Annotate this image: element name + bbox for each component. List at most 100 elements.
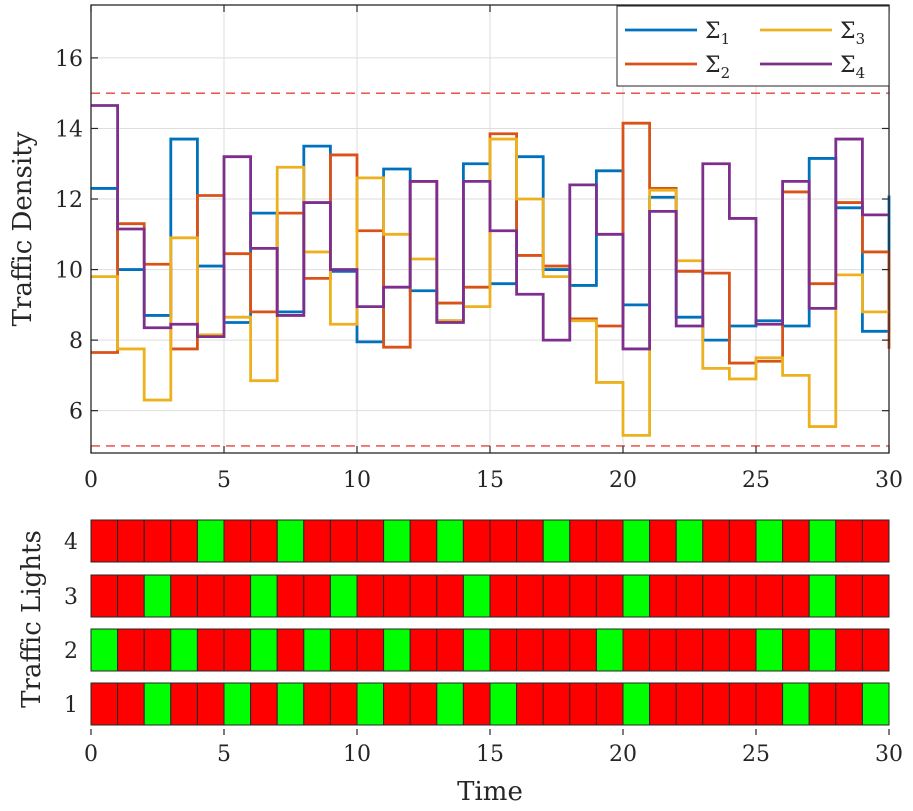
light-3-cell	[728, 574, 757, 618]
lights-row-label: 1	[64, 693, 78, 718]
density-x-tick-label: 15	[476, 468, 504, 493]
lights-row-label: 4	[64, 530, 78, 555]
light-2-cell	[303, 628, 331, 672]
light-1-cell	[702, 682, 730, 726]
light-4-cell	[542, 519, 571, 563]
light-4-cell	[117, 519, 145, 563]
light-1-cell	[250, 682, 278, 726]
light-1-cell	[808, 682, 837, 726]
light-1-cell	[835, 682, 863, 726]
light-4-cell	[649, 519, 677, 563]
light-2-cell	[223, 628, 252, 672]
density-x-tick-label: 10	[343, 468, 371, 493]
density-y-tick-label: 8	[69, 329, 83, 354]
lights-cells	[90, 519, 890, 726]
light-3-cell	[90, 574, 119, 618]
lights-x-tick-label: 30	[875, 742, 903, 767]
light-4-cell	[196, 519, 225, 563]
lights-x-tick-label: 0	[84, 742, 98, 767]
lights-row-label: 3	[64, 585, 78, 610]
light-2-cell	[196, 628, 225, 672]
density-y-tick-label: 6	[69, 400, 83, 425]
lights-x-label: Time	[457, 777, 523, 807]
light-4-cell	[622, 519, 651, 563]
lights-x-tick-label: 10	[343, 742, 371, 767]
light-2-cell	[436, 628, 464, 672]
light-2-cell	[250, 628, 278, 672]
density-x-tick-label: 0	[84, 468, 98, 493]
light-2-cell	[462, 628, 491, 672]
light-2-cell	[516, 628, 544, 672]
light-3-cell	[436, 574, 464, 618]
light-1-cell	[728, 682, 757, 726]
light-1-cell	[569, 682, 597, 726]
light-1-cell	[170, 682, 198, 726]
light-3-cell	[462, 574, 491, 618]
light-1-cell	[595, 682, 624, 726]
light-4-cell	[702, 519, 730, 563]
light-2-cell	[702, 628, 730, 672]
light-3-cell	[356, 574, 385, 618]
light-2-cell	[622, 628, 651, 672]
light-4-cell	[489, 519, 518, 563]
light-3-cell	[649, 574, 677, 618]
density-y-label: Traffic Density	[8, 131, 38, 326]
light-4-cell	[409, 519, 438, 563]
light-4-cell	[782, 519, 810, 563]
light-2-cell	[782, 628, 810, 672]
light-1-cell	[303, 682, 331, 726]
light-1-cell	[462, 682, 491, 726]
density-y-tick-label: 14	[55, 117, 83, 142]
light-2-cell	[542, 628, 571, 672]
light-2-cell	[835, 628, 863, 672]
light-3-cell	[170, 574, 198, 618]
light-3-cell	[702, 574, 730, 618]
light-1-cell	[90, 682, 119, 726]
light-3-cell	[675, 574, 704, 618]
light-4-cell	[170, 519, 198, 563]
light-3-cell	[808, 574, 837, 618]
light-1-cell	[861, 682, 890, 726]
light-3-cell	[383, 574, 411, 618]
light-1-cell	[409, 682, 438, 726]
light-2-cell	[356, 628, 385, 672]
light-3-cell	[196, 574, 225, 618]
light-2-cell	[755, 628, 784, 672]
density-series	[91, 104, 891, 437]
density-y-tick-labels: 6 8 10 12 14 16	[55, 47, 83, 425]
light-3-cell	[117, 574, 145, 618]
lights-row-labels: 4 3 2 1	[64, 530, 78, 718]
light-1-cell	[383, 682, 411, 726]
light-4-cell	[303, 519, 331, 563]
light-3-cell	[329, 574, 358, 618]
light-2-cell	[329, 628, 358, 672]
light-1-cell	[516, 682, 544, 726]
lights-chart: 4 3 2 1 0 5 10 15 20 25 30 Traffic Lights Time	[17, 519, 903, 807]
lights-x-tick-label: 15	[476, 742, 504, 767]
light-3-cell	[303, 574, 331, 618]
light-4-cell	[516, 519, 544, 563]
light-1-cell	[675, 682, 704, 726]
light-2-cell	[861, 628, 890, 672]
lights-y-label: Traffic Lights	[17, 530, 47, 708]
light-1-cell	[276, 682, 305, 726]
light-1-cell	[542, 682, 571, 726]
light-3-cell	[835, 574, 863, 618]
light-3-cell	[223, 574, 252, 618]
light-1-cell	[117, 682, 145, 726]
lights-row-label: 2	[64, 639, 78, 664]
light-4-cell	[223, 519, 252, 563]
light-4-cell	[755, 519, 784, 563]
light-3-cell	[489, 574, 518, 618]
light-3-cell	[542, 574, 571, 618]
light-4-cell	[728, 519, 757, 563]
light-4-cell	[835, 519, 863, 563]
light-4-cell	[276, 519, 305, 563]
light-4-cell	[436, 519, 464, 563]
density-x-tick-label: 20	[609, 468, 637, 493]
light-2-cell	[383, 628, 411, 672]
light-2-cell	[728, 628, 757, 672]
